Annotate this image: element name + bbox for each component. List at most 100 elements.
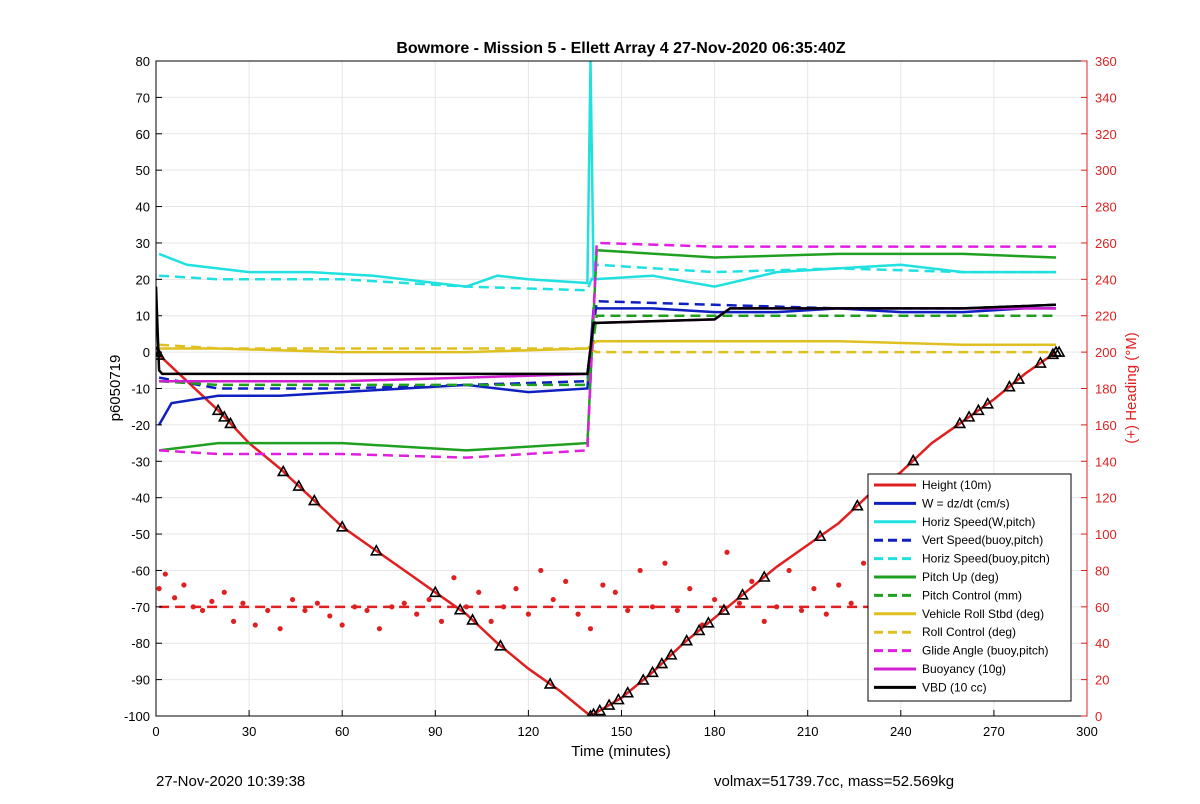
heading-point — [376, 626, 383, 632]
heading-point — [823, 611, 829, 617]
dive-marker — [335, 520, 349, 532]
y-tick-label: -30 — [131, 454, 150, 469]
heading-point — [774, 604, 780, 610]
heading-point — [736, 600, 743, 606]
dive-marker — [621, 686, 635, 698]
x-tick-label: 120 — [518, 724, 540, 739]
dive-marker — [211, 403, 225, 416]
y2-tick-label: 260 — [1095, 236, 1117, 251]
x-tick-label: 180 — [704, 724, 726, 739]
heading-point — [240, 600, 246, 606]
y-tick-label: 80 — [136, 54, 150, 69]
legend-label: Vehicle Roll Stbd (deg) — [922, 607, 1044, 621]
heading-point — [836, 582, 842, 588]
x-tick-label: 30 — [242, 724, 256, 739]
y-tick-label: 30 — [136, 236, 150, 251]
heading-point — [575, 611, 581, 617]
series-line — [159, 241, 1056, 459]
y2-tick-label: 80 — [1095, 563, 1109, 578]
dive-marker — [717, 603, 731, 615]
dive-marker — [813, 529, 827, 542]
dive-marker — [636, 673, 650, 685]
dive-marker — [692, 623, 706, 636]
legend-box — [867, 473, 1072, 702]
dive-marker — [466, 613, 479, 625]
x-tick-label: 0 — [152, 724, 159, 739]
heading-point — [314, 600, 320, 606]
x-tick-label: 60 — [335, 724, 349, 739]
y-tick-label: -80 — [131, 636, 150, 651]
legend-label: Vert Speed(buoy,pitch) — [922, 533, 1043, 547]
y2-tick-label: 100 — [1095, 527, 1117, 542]
legend: Height (10m) W = dz/dt (cm/s) Horiz Speed(… — [867, 473, 1072, 702]
heading-point — [550, 596, 556, 603]
x-tick-label: 240 — [890, 724, 912, 739]
y2-tick-label: 20 — [1095, 673, 1109, 688]
dive-marker — [981, 397, 995, 409]
heading-point — [364, 607, 370, 614]
y-tick-label: -70 — [131, 600, 150, 615]
dive-marker — [1003, 380, 1016, 392]
heading-point — [687, 586, 693, 592]
series-line — [159, 339, 1056, 354]
dive-marker — [664, 648, 678, 660]
y2-tick-label: 40 — [1095, 636, 1109, 651]
series-line — [156, 286, 1057, 376]
heading-point — [488, 618, 494, 624]
heading-point — [209, 598, 215, 604]
x-tick-label: 300 — [1076, 724, 1098, 739]
series-line — [159, 314, 1056, 387]
x-tick-label: 90 — [428, 724, 442, 739]
series-line — [159, 263, 1056, 292]
heading-point — [451, 575, 457, 581]
dive-marker — [276, 464, 290, 477]
y-tick-label: 70 — [136, 90, 150, 105]
heading-point — [513, 586, 519, 592]
heading-point — [860, 560, 867, 566]
heading-point — [600, 582, 606, 588]
dive-marker — [646, 665, 659, 678]
heading-point — [786, 567, 792, 574]
dive-marker — [1034, 356, 1047, 368]
dive-marker — [224, 416, 237, 429]
heading-point — [302, 607, 308, 614]
y2-tick-label: 280 — [1095, 200, 1117, 215]
y-tick-label: 20 — [136, 272, 150, 287]
heading-point — [500, 604, 507, 610]
dive-marker — [702, 616, 715, 628]
heading-point — [289, 596, 296, 603]
y2-tick-label: 220 — [1095, 309, 1117, 324]
y2-tick-label: 320 — [1095, 127, 1117, 142]
legend-label: Pitch Up (deg) — [922, 570, 999, 584]
heading-point — [649, 604, 656, 610]
heading-point — [190, 604, 196, 610]
y2-tick-label: 120 — [1095, 491, 1117, 506]
heading-point — [221, 589, 227, 595]
x-tick-label: 150 — [611, 724, 633, 739]
heading-point — [749, 578, 755, 584]
legend-label: Roll Control (deg) — [922, 625, 1016, 639]
y-tick-label: -100 — [124, 709, 150, 724]
dive-marker — [543, 677, 557, 689]
legend-label: Buoyancy (10g) — [922, 662, 1006, 676]
y-tick-label: -50 — [131, 527, 150, 542]
dive-marker — [494, 639, 507, 651]
heading-point — [761, 618, 767, 624]
y-axis-label: p6050719 — [107, 355, 124, 422]
dive-marker — [217, 410, 231, 422]
y-axis-left: -100-90-80-70-60-50-40-30-20-10010203040… — [124, 54, 162, 724]
heading-point — [277, 626, 283, 632]
y-tick-label: 50 — [136, 163, 150, 178]
y-tick-label: 10 — [136, 309, 150, 324]
dive-marker — [602, 698, 616, 710]
heading-point — [538, 567, 544, 574]
heading-point — [724, 549, 730, 555]
y-tick-label: -90 — [131, 673, 150, 688]
x-axis: 0 30 60 90 120 150 180 210 240 270 300 — [152, 710, 1098, 739]
dive-marker — [953, 416, 967, 429]
heading-point — [798, 607, 805, 614]
dive-marker — [757, 570, 771, 582]
y-axis-right: 0 20 40 60 80 100 120 140 160 180 200 220 240 260 280 3… — [1081, 54, 1117, 724]
heading-point — [476, 589, 482, 595]
dive-marker — [612, 692, 625, 705]
